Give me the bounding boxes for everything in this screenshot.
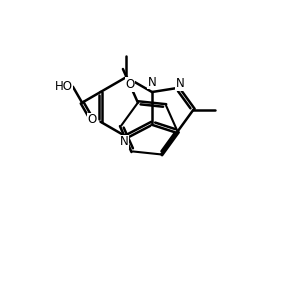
- Text: N: N: [148, 76, 156, 89]
- Text: HO: HO: [55, 80, 73, 93]
- Text: O: O: [87, 113, 97, 126]
- Text: N: N: [120, 135, 128, 148]
- Text: O: O: [125, 78, 135, 91]
- Text: N: N: [176, 77, 185, 90]
